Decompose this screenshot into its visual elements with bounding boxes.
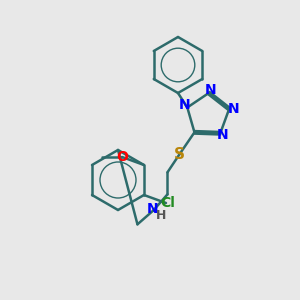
Text: N: N: [205, 83, 217, 97]
Text: N: N: [217, 128, 228, 142]
Text: N: N: [147, 202, 158, 216]
Text: O: O: [116, 150, 128, 164]
Text: N: N: [227, 102, 239, 116]
Text: N: N: [178, 98, 190, 112]
Text: H: H: [156, 209, 167, 222]
Text: S: S: [174, 147, 185, 162]
Text: Cl: Cl: [160, 196, 175, 210]
